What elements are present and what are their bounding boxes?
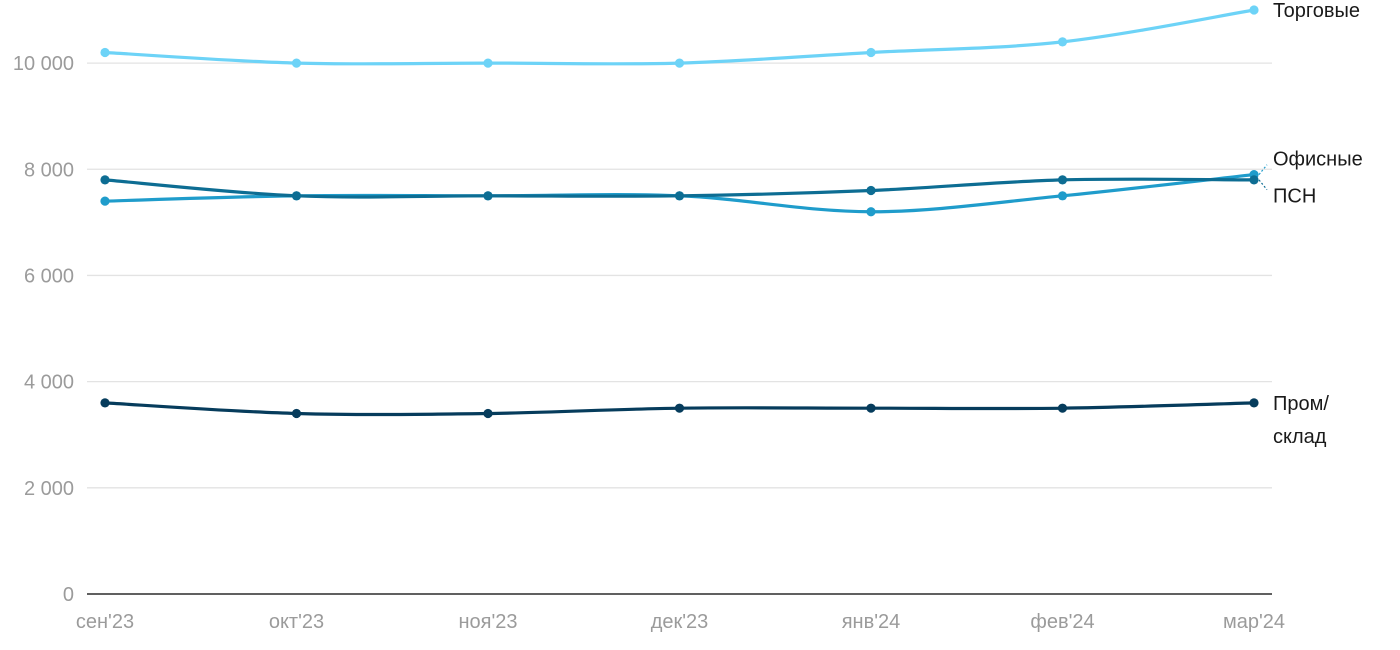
data-point	[866, 47, 876, 58]
x-axis-ticks: сен'23 окт'23 ноя'23 дек'23 янв'24 фев'24 мар'…	[76, 611, 1285, 633]
x-tick-label: янв'24	[842, 611, 901, 633]
series-line	[103, 8, 1256, 66]
data-point	[674, 58, 685, 68]
data-point	[483, 58, 493, 68]
series-label: склад	[1273, 426, 1327, 448]
data-point	[866, 403, 876, 413]
data-point	[1249, 175, 1259, 185]
gridlines	[87, 62, 1272, 595]
series-label: Пром/	[1273, 393, 1329, 415]
data-point	[483, 408, 493, 419]
data-point	[1057, 37, 1068, 47]
data-point	[291, 58, 302, 68]
series-lines	[103, 8, 1256, 417]
data-point	[866, 185, 876, 196]
data-point	[483, 191, 493, 201]
series-label: Торговые	[1273, 0, 1360, 22]
series-labels: Торговые Офисные ПСН Пром/склад	[1258, 0, 1363, 448]
y-tick-label: 6 000	[24, 265, 74, 287]
data-point	[1057, 175, 1068, 185]
data-point	[100, 47, 110, 58]
y-tick-label: 0	[63, 584, 74, 606]
x-tick-label: мар'24	[1223, 611, 1285, 633]
data-point	[291, 191, 302, 201]
data-point	[291, 408, 302, 419]
data-point	[674, 403, 685, 413]
y-tick-label: 2 000	[24, 478, 74, 500]
series-label: ПСН	[1273, 186, 1316, 208]
data-point	[1249, 398, 1259, 408]
y-tick-label: 4 000	[24, 372, 74, 394]
x-tick-label: сен'23	[76, 611, 134, 633]
x-tick-label: фев'24	[1030, 611, 1094, 633]
data-point	[674, 191, 685, 201]
label-leader-line	[1258, 179, 1268, 191]
y-tick-label: 10 000	[13, 53, 74, 75]
y-tick-label: 8 000	[24, 159, 74, 181]
data-point	[100, 398, 110, 408]
data-point	[100, 196, 110, 206]
series-label: Офисные	[1273, 149, 1363, 171]
data-point	[1057, 191, 1068, 201]
x-tick-label: окт'23	[269, 611, 324, 633]
y-axis-ticks: 0 2 000 4 000 6 000 8 000 10 000	[13, 53, 74, 606]
data-point	[100, 175, 110, 185]
data-point	[1057, 403, 1068, 413]
x-tick-label: ноя'23	[458, 611, 517, 633]
data-point	[1249, 5, 1259, 15]
x-tick-label: дек'23	[651, 611, 709, 633]
series-points	[100, 5, 1259, 419]
data-point	[866, 207, 876, 217]
